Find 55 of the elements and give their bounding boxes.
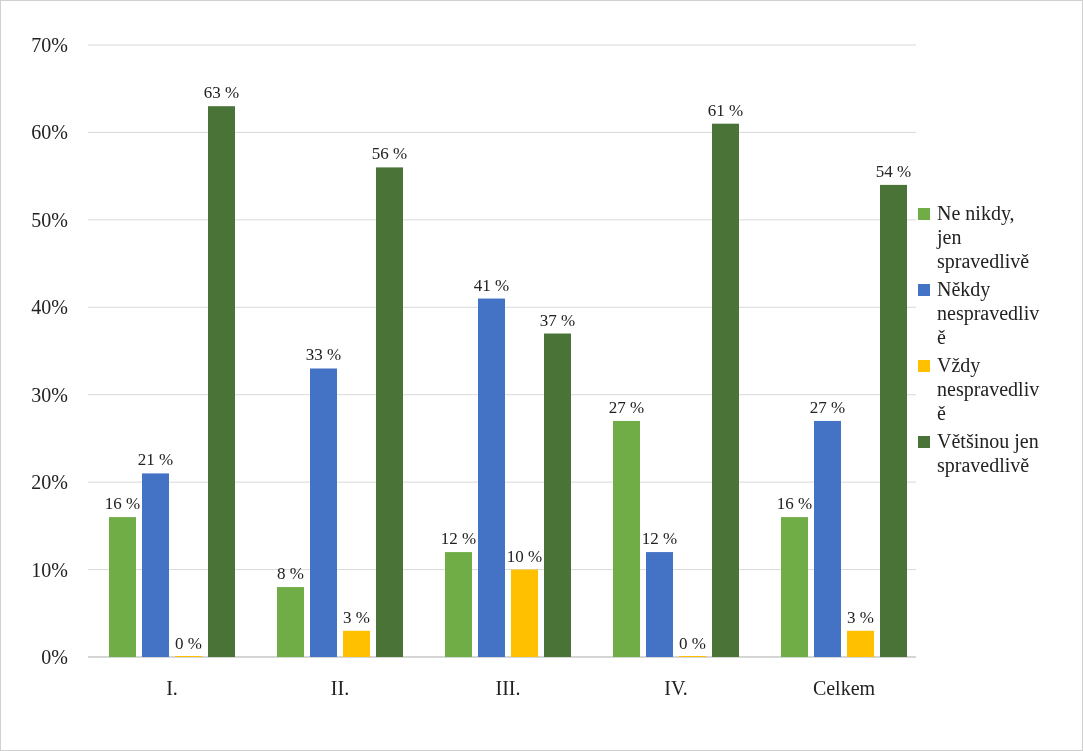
bar [511, 569, 538, 657]
bar [613, 420, 640, 657]
bar [445, 552, 472, 657]
legend-label: Vždy nespravedlivě [937, 354, 1040, 424]
y-tick-label: 50% [31, 208, 68, 231]
y-tick-label: 10% [31, 558, 68, 581]
bar [376, 167, 403, 657]
y-tick-label: 60% [31, 121, 68, 144]
data-label: 16 % [776, 494, 813, 514]
data-label: 3 % [343, 607, 370, 627]
data-label: 63 % [203, 83, 240, 103]
data-label: 33 % [305, 345, 342, 365]
data-label: 12 % [641, 529, 678, 549]
bar [277, 587, 304, 657]
data-label: 10 % [506, 546, 543, 566]
data-label: 37 % [539, 310, 576, 330]
bar [880, 184, 907, 657]
bar [478, 298, 505, 657]
legend-label: Většinou jen spravedlivě [937, 430, 1039, 477]
legend-label: Někdy nespravedlivě [937, 278, 1040, 348]
y-tick-label: 70% [31, 34, 68, 56]
data-label: 8 % [277, 564, 304, 584]
bar [847, 630, 874, 657]
x-tick-label: IV. [664, 677, 688, 699]
x-tick-label: II. [330, 677, 350, 699]
bar [781, 517, 808, 657]
y-tick-label: 20% [31, 471, 68, 494]
bar [712, 123, 739, 657]
bar [646, 552, 673, 657]
data-label: 61 % [707, 100, 744, 120]
data-label: 12 % [440, 529, 477, 549]
y-tick-label: 30% [31, 383, 68, 406]
data-label: 41 % [473, 275, 510, 295]
data-label: 0 % [175, 634, 202, 653]
data-label: 27 % [809, 397, 846, 417]
x-tick-label: III. [495, 677, 521, 699]
data-label: 0 % [679, 634, 706, 653]
y-tick-label: 0% [41, 646, 68, 668]
bar [814, 420, 841, 657]
bar [310, 368, 337, 657]
bar [109, 517, 136, 657]
bar [208, 106, 235, 657]
legend-label: Ne nikdy, jen spravedlivě [936, 202, 1030, 273]
data-label: 27 % [608, 397, 645, 417]
bar [142, 473, 169, 657]
data-label: 56 % [371, 144, 408, 164]
x-tick-label: I. [166, 677, 178, 699]
data-label: 54 % [875, 161, 912, 181]
data-label: 16 % [104, 494, 141, 514]
bar [544, 333, 571, 657]
data-label: 21 % [137, 450, 174, 470]
bar [343, 630, 370, 657]
data-label: 3 % [847, 607, 874, 627]
y-tick-label: 40% [31, 296, 68, 319]
x-tick-label: Celkem [812, 677, 876, 699]
